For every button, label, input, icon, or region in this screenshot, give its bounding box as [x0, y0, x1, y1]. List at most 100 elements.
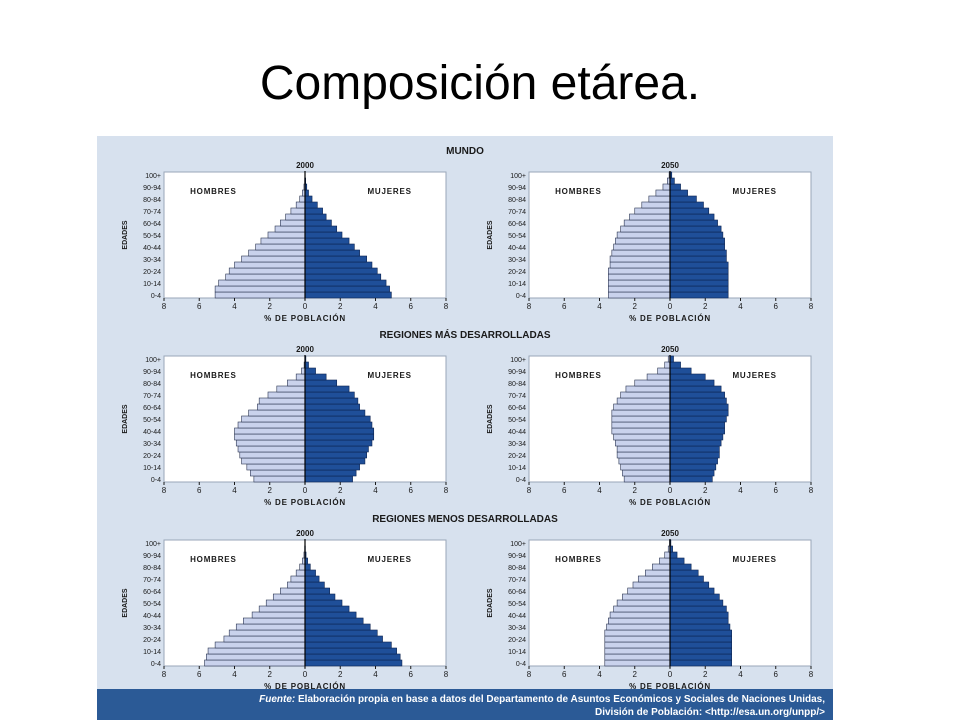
bar-mujeres-5-0: [669, 659, 732, 667]
xtick-label-1-4: 0: [668, 302, 673, 311]
ytick-label-2-6: 40-44: [143, 429, 161, 436]
ytick-label-4-2: 80-84: [143, 565, 161, 572]
footer-line1: Elaboración propia en base a datos del D…: [298, 694, 825, 705]
ytick-label-1-9: 10-14: [508, 281, 526, 288]
bar-mujeres-4-7: [304, 617, 364, 625]
xtick-label-3-4: 0: [668, 486, 673, 495]
xtick-label-2-5: 2: [338, 486, 343, 495]
xtick-label-0-3: 2: [268, 302, 273, 311]
ytick-label-2-10: 0-4: [151, 477, 161, 484]
bar-mujeres-5-17: [669, 557, 685, 565]
ytick-label-2-8: 20-24: [143, 453, 161, 460]
xtick-label-1-3: 2: [633, 302, 638, 311]
xlabel-4: % DE POBLACIÓN: [264, 682, 346, 689]
bar-mujeres-5-5: [669, 629, 732, 637]
label-hombres-1: HOMBRES: [555, 187, 602, 196]
bar-mujeres-0-12: [304, 219, 332, 227]
bar-mujeres-2-7: [304, 433, 375, 441]
xtick-label-2-0: 8: [162, 486, 167, 495]
bar-hombres-3-1: [622, 469, 671, 477]
bar-mujeres-5-14: [669, 575, 704, 583]
bar-mujeres-2-2: [304, 463, 360, 471]
label-mujeres-2: MUJERES: [367, 371, 411, 380]
bar-hombres-3-14: [620, 391, 671, 399]
ytick-label-5-8: 20-24: [508, 637, 526, 644]
xtick-label-1-7: 6: [774, 302, 779, 311]
xtick-label-4-8: 8: [444, 670, 449, 679]
bar-hombres-3-3: [618, 457, 671, 465]
label-hombres-3: HOMBRES: [555, 371, 602, 380]
bar-mujeres-1-15: [669, 201, 704, 209]
bar-hombres-5-12: [627, 587, 671, 595]
bar-hombres-2-11: [248, 409, 306, 417]
bar-hombres-2-8: [234, 427, 306, 435]
xtick-label-0-6: 4: [373, 302, 378, 311]
bar-hombres-3-16: [634, 379, 671, 387]
bar-hombres-2-3: [241, 457, 306, 465]
xtick-label-2-4: 0: [303, 486, 308, 495]
ytick-label-5-1: 90-94: [508, 553, 526, 560]
bar-mujeres-5-3: [669, 641, 732, 649]
xtick-label-5-7: 6: [774, 670, 779, 679]
footer-label: Fuente:: [259, 694, 296, 705]
xtick-label-5-2: 4: [597, 670, 602, 679]
bar-mujeres-5-9: [669, 605, 727, 613]
bar-mujeres-3-11: [669, 409, 729, 417]
bar-hombres-1-4: [608, 267, 671, 275]
bar-mujeres-1-19: [669, 177, 675, 185]
ytick-label-1-8: 20-24: [508, 269, 526, 276]
bar-mujeres-4-15: [304, 569, 316, 577]
xtick-label-0-7: 6: [409, 302, 414, 311]
xtick-label-2-7: 6: [409, 486, 414, 495]
bar-hombres-5-17: [659, 557, 671, 565]
bar-hombres-1-8: [613, 243, 671, 251]
xtick-label-2-1: 6: [197, 486, 202, 495]
bar-hombres-4-0: [204, 659, 306, 667]
label-mujeres-4: MUJERES: [367, 555, 411, 564]
bar-hombres-1-7: [611, 249, 671, 257]
bar-hombres-5-0: [604, 659, 671, 667]
bar-mujeres-5-6: [669, 623, 731, 631]
bar-mujeres-1-1: [669, 285, 729, 293]
bar-hombres-1-16: [648, 195, 671, 203]
year-title-0: 2000: [296, 161, 314, 170]
bar-mujeres-5-18: [669, 551, 678, 559]
bar-mujeres-0-11: [304, 225, 338, 233]
xtick-label-2-3: 2: [268, 486, 273, 495]
bar-mujeres-0-16: [304, 195, 313, 203]
bar-mujeres-1-0: [669, 291, 729, 299]
ytick-label-4-3: 70-74: [143, 577, 161, 584]
xtick-label-5-5: 2: [703, 670, 708, 679]
bar-hombres-0-10: [267, 231, 306, 239]
bar-hombres-1-9: [615, 237, 671, 245]
bar-hombres-5-6: [606, 623, 671, 631]
bar-mujeres-3-4: [669, 451, 720, 459]
bar-hombres-2-1: [250, 469, 306, 477]
ytick-label-0-4: 60-64: [143, 221, 161, 228]
bar-mujeres-0-8: [304, 243, 355, 251]
xtick-label-5-4: 0: [668, 670, 673, 679]
bar-mujeres-1-5: [669, 261, 729, 269]
xtick-label-2-8: 8: [444, 486, 449, 495]
ytick-label-3-6: 40-44: [508, 429, 526, 436]
bar-mujeres-1-9: [669, 237, 725, 245]
bar-mujeres-3-5: [669, 445, 720, 453]
bar-mujeres-3-13: [669, 397, 727, 405]
group-title-0: MUNDO: [446, 146, 484, 157]
label-hombres-5: HOMBRES: [555, 555, 602, 564]
label-mujeres-5: MUJERES: [732, 555, 776, 564]
footer-line2: División de Población: <http://esa.un.or…: [594, 707, 825, 718]
bar-hombres-5-15: [645, 569, 671, 577]
bar-mujeres-3-7: [669, 433, 724, 441]
xlabel-2: % DE POBLACIÓN: [264, 498, 346, 507]
bar-mujeres-0-6: [304, 255, 367, 263]
bar-mujeres-5-8: [669, 611, 729, 619]
bar-mujeres-3-15: [669, 385, 722, 393]
bar-hombres-1-3: [608, 273, 671, 281]
bar-hombres-4-1: [206, 653, 306, 661]
bar-mujeres-4-10: [304, 599, 343, 607]
bar-mujeres-4-9: [304, 605, 350, 613]
bar-hombres-5-5: [604, 629, 671, 637]
ytick-label-0-10: 0-4: [151, 293, 161, 300]
bar-mujeres-0-2: [304, 279, 387, 287]
